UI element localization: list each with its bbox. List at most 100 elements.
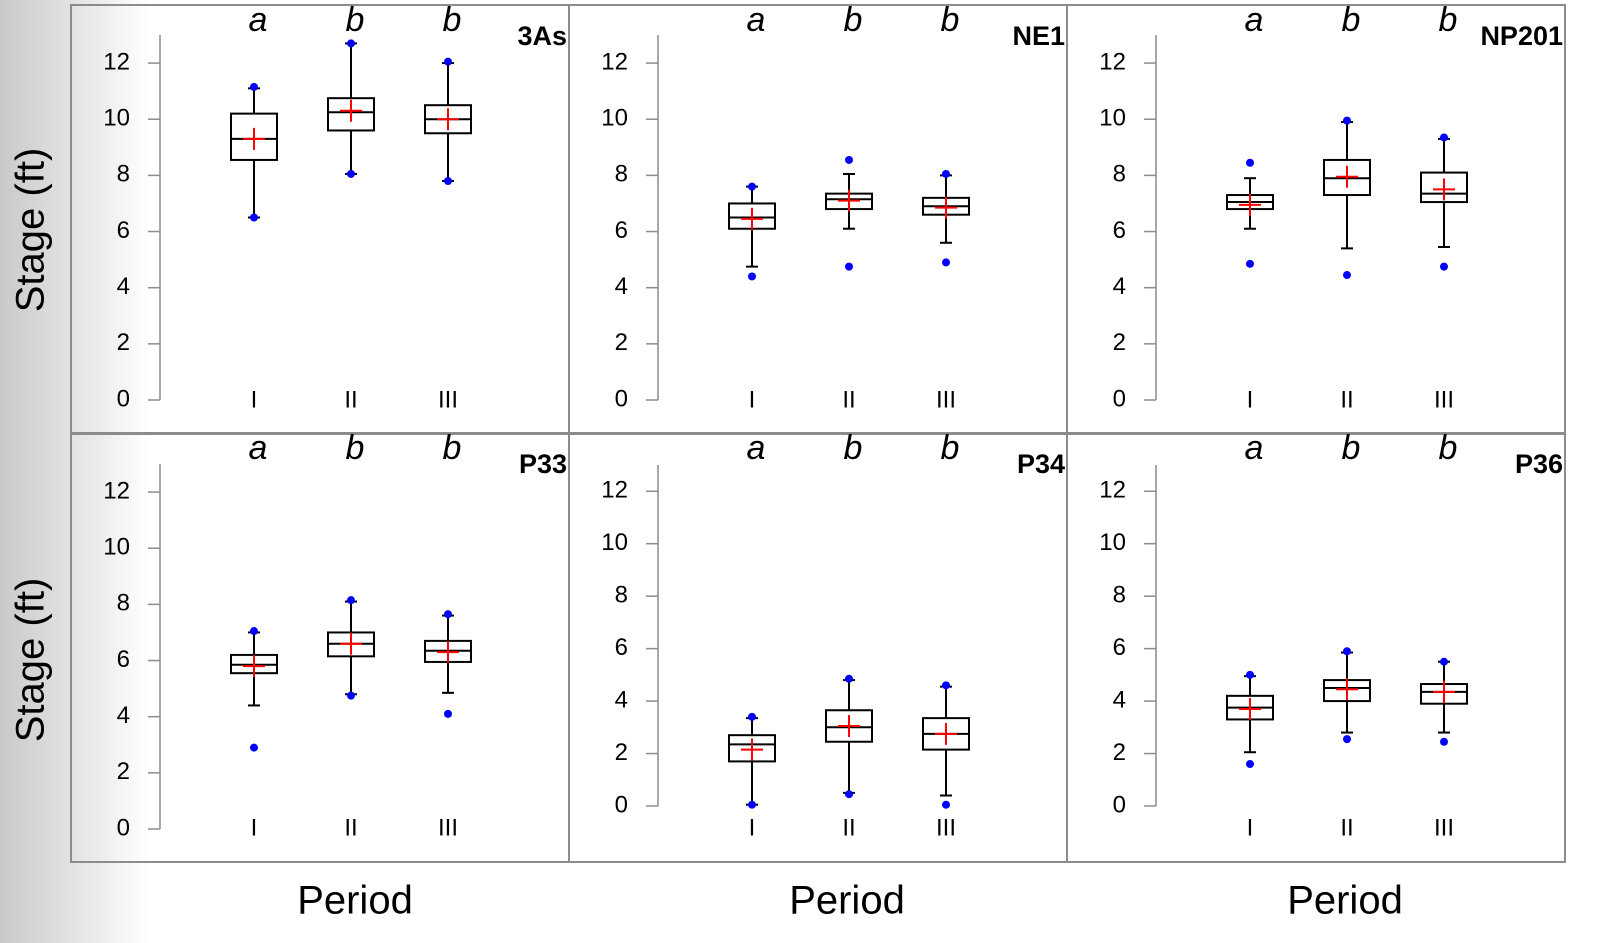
y-tick-label: 12 bbox=[103, 48, 130, 75]
group-letter: b bbox=[1439, 429, 1458, 467]
min-marker bbox=[1246, 760, 1254, 769]
group-letter: a bbox=[1245, 429, 1264, 467]
group-letter: b bbox=[443, 429, 462, 467]
min-marker bbox=[347, 169, 355, 178]
max-marker bbox=[347, 596, 355, 605]
min-marker bbox=[845, 262, 853, 271]
y-tick-label: 4 bbox=[1113, 273, 1126, 300]
mean-marker bbox=[1239, 697, 1261, 720]
max-marker bbox=[942, 681, 950, 690]
y-tick-label: 12 bbox=[601, 477, 628, 504]
y-tick-label: 6 bbox=[1113, 634, 1126, 661]
y-axis-title: Stage (ft) bbox=[9, 578, 53, 743]
mean-marker bbox=[1336, 165, 1358, 188]
y-tick-label: 8 bbox=[1113, 161, 1126, 188]
min-marker bbox=[845, 790, 853, 799]
min-marker bbox=[1440, 737, 1448, 746]
min-marker bbox=[1246, 259, 1254, 268]
y-tick-label: 4 bbox=[615, 686, 628, 713]
min-marker bbox=[1343, 271, 1351, 280]
group-letter: b bbox=[1439, 1, 1458, 39]
min-marker bbox=[444, 177, 452, 185]
mean-marker bbox=[741, 738, 763, 761]
max-marker bbox=[1246, 158, 1254, 167]
max-marker bbox=[250, 82, 258, 91]
y-tick-label: 12 bbox=[601, 48, 628, 75]
y-tick-label: 12 bbox=[103, 477, 130, 504]
group-letter: b bbox=[844, 1, 863, 39]
max-marker bbox=[444, 57, 452, 66]
y-tick-label: 12 bbox=[1099, 48, 1126, 75]
max-marker bbox=[748, 712, 756, 721]
y-tick-label: 8 bbox=[615, 161, 628, 188]
y-tick-label: 2 bbox=[1113, 739, 1126, 766]
panel-frame bbox=[568, 432, 1068, 863]
x-tick-label: II bbox=[1340, 386, 1353, 413]
max-marker bbox=[1343, 116, 1351, 125]
min-marker bbox=[444, 709, 452, 718]
x-tick-label: II bbox=[344, 386, 357, 413]
max-marker bbox=[347, 39, 355, 48]
panel-title: P36 bbox=[1515, 449, 1563, 479]
min-marker bbox=[1440, 262, 1448, 271]
y-tick-label: 0 bbox=[615, 385, 628, 412]
min-marker bbox=[942, 800, 950, 809]
y-tick-label: 2 bbox=[117, 329, 130, 356]
y-tick-label: 10 bbox=[601, 105, 628, 132]
mean-marker bbox=[437, 108, 459, 131]
max-marker bbox=[1343, 647, 1351, 656]
y-tick-label: 10 bbox=[1099, 105, 1126, 132]
x-tick-label: I bbox=[1247, 386, 1254, 413]
x-tick-label: II bbox=[344, 814, 357, 841]
y-tick-label: 6 bbox=[117, 217, 130, 244]
mean-marker bbox=[340, 632, 362, 655]
panel-title: 3As bbox=[517, 21, 567, 51]
group-letter: b bbox=[346, 1, 365, 39]
y-tick-label: 10 bbox=[103, 105, 130, 132]
background-texture bbox=[0, 0, 150, 943]
mean-marker bbox=[243, 127, 265, 150]
x-axis-title: Period bbox=[789, 879, 905, 923]
y-tick-label: 8 bbox=[117, 590, 130, 617]
y-tick-label: 6 bbox=[615, 634, 628, 661]
mean-marker bbox=[741, 207, 763, 230]
y-tick-label: 8 bbox=[117, 161, 130, 188]
min-marker bbox=[250, 743, 258, 752]
mean-marker bbox=[1336, 678, 1358, 701]
y-tick-label: 2 bbox=[1113, 329, 1126, 356]
max-marker bbox=[748, 182, 756, 191]
max-marker bbox=[250, 627, 258, 636]
panel-title: P34 bbox=[1017, 449, 1065, 479]
y-tick-label: 6 bbox=[615, 217, 628, 244]
x-tick-label: I bbox=[251, 814, 258, 841]
x-tick-label: III bbox=[1434, 386, 1454, 413]
x-axis-title: Period bbox=[297, 879, 413, 923]
x-axis-title: Period bbox=[1287, 879, 1403, 923]
y-tick-label: 4 bbox=[615, 273, 628, 300]
x-tick-label: II bbox=[1340, 814, 1353, 841]
y-tick-label: 4 bbox=[1113, 686, 1126, 713]
y-tick-label: 0 bbox=[117, 385, 130, 412]
panel-title: NP201 bbox=[1480, 21, 1563, 51]
mean-marker bbox=[1239, 193, 1261, 216]
group-letter: b bbox=[1342, 1, 1361, 39]
x-tick-label: II bbox=[842, 814, 855, 841]
y-tick-label: 0 bbox=[1113, 385, 1126, 412]
y-tick-label: 2 bbox=[615, 739, 628, 766]
group-letter: b bbox=[443, 1, 462, 39]
mean-marker bbox=[437, 641, 459, 664]
x-tick-label: III bbox=[1434, 814, 1454, 841]
panel-frame bbox=[1066, 4, 1566, 435]
y-tick-label: 6 bbox=[1113, 217, 1126, 244]
group-letter: b bbox=[941, 429, 960, 467]
y-tick-label: 4 bbox=[117, 702, 130, 729]
group-letter: a bbox=[747, 429, 766, 467]
group-letter: a bbox=[249, 1, 268, 39]
min-marker bbox=[250, 213, 258, 222]
group-letter: b bbox=[844, 429, 863, 467]
x-tick-label: I bbox=[749, 386, 756, 413]
y-tick-label: 0 bbox=[117, 814, 130, 841]
min-marker bbox=[1343, 735, 1351, 744]
max-marker bbox=[1440, 133, 1448, 142]
